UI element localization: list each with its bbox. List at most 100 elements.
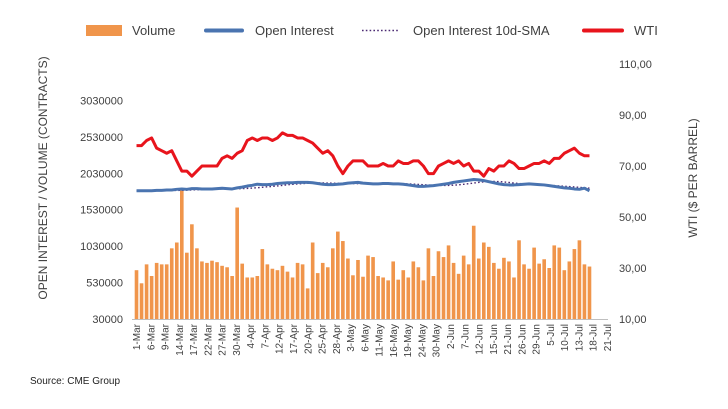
volume-bar	[537, 263, 541, 319]
volume-bar	[235, 207, 239, 319]
y-right-tick-label: 30,00	[619, 263, 647, 275]
volume-bar	[190, 224, 194, 319]
volume-bar	[144, 264, 149, 319]
volume-bar	[174, 242, 179, 319]
y-left-tick-label: 1030000	[80, 241, 123, 253]
x-tick-label: 30-Mar	[232, 323, 243, 355]
volume-bar	[240, 263, 245, 319]
volume-bar	[431, 276, 436, 319]
volume-bar	[295, 262, 300, 319]
volume-bar	[300, 264, 305, 319]
source-note: Source: CME Group	[30, 376, 120, 387]
volume-bar	[476, 258, 481, 319]
x-tick-label: 6-Mar	[146, 323, 157, 350]
volume-bar	[260, 249, 265, 319]
volume-bar	[527, 268, 531, 319]
x-tick-label: 12-Jun	[475, 324, 486, 355]
x-tick-label: 22-Mar	[203, 323, 214, 355]
legend-label-open-interest-sma: Open Interest 10d-SMA	[413, 23, 550, 38]
volume-bar	[169, 248, 174, 319]
volume-bar	[461, 255, 466, 319]
volume-bar	[481, 242, 486, 319]
volume-bar	[215, 262, 219, 319]
x-tick-label: 12-Apr	[275, 323, 286, 354]
y-left-tick-label: 1530000	[80, 205, 123, 217]
volume-bar	[290, 277, 295, 319]
volume-bar	[587, 266, 592, 319]
x-tick-label: 25-Apr	[318, 323, 329, 354]
y-left-tick-label: 3030000	[80, 95, 123, 107]
volume-bar	[401, 270, 406, 319]
volume-bar	[285, 271, 290, 319]
y-right-tick-label: 50,00	[619, 212, 647, 224]
volume-bar	[512, 277, 516, 319]
x-tick-label: 16-May	[389, 324, 400, 357]
volume-bar	[471, 225, 476, 319]
volume-bar	[567, 261, 572, 319]
volume-bar	[386, 280, 390, 319]
x-tick-label: 27-Mar	[218, 323, 229, 355]
volume-bar	[255, 276, 260, 319]
x-tick-label: 21-Jul	[603, 324, 614, 351]
x-tick-label: 24-May	[417, 324, 428, 357]
volume-bar	[376, 276, 380, 319]
series-lines	[136, 131, 591, 193]
volume-bar	[265, 264, 270, 319]
volume-bar	[416, 267, 421, 319]
x-tick-label: 17-Apr	[289, 323, 300, 354]
volume-bar	[164, 264, 169, 319]
volume-bar	[577, 240, 582, 319]
y-axis-left-title: OPEN INTEREST / VOLUME (CONTRACTS)	[36, 56, 50, 299]
wti-line	[136, 131, 590, 178]
y-right-tick-label: 110,00	[619, 59, 652, 71]
volume-bar	[406, 277, 411, 319]
volume-bar	[557, 247, 562, 319]
volume-bar	[582, 264, 587, 319]
volume-bar	[341, 241, 345, 319]
y-axis-right-title: WTI ($ PER BARREL)	[686, 118, 700, 237]
volume-bar	[396, 279, 401, 319]
volume-bar	[320, 262, 325, 319]
volume-bar	[487, 246, 491, 319]
y-left-tick-label: 2530000	[80, 132, 123, 144]
volume-bar	[245, 277, 250, 319]
x-tick-label: 11-May	[375, 324, 386, 357]
x-tick-label: 4-Apr	[246, 323, 257, 348]
volume-bar	[159, 264, 164, 319]
volume-bar	[230, 276, 234, 319]
x-tick-label: 21-Jun	[503, 324, 514, 355]
volume-bar	[310, 242, 315, 319]
volume-bar	[542, 259, 546, 319]
legend-label-volume: Volume	[132, 23, 175, 38]
volume-bar	[330, 248, 335, 319]
x-tick-label: 30-May	[432, 324, 443, 357]
volume-bar	[315, 273, 320, 319]
x-tick-label: 28-Apr	[332, 323, 343, 354]
volume-bar	[572, 249, 577, 319]
volume-bar	[436, 251, 441, 319]
chart-legend: Volume Open Interest Open Interest 10d-S…	[86, 23, 658, 38]
volume-bar	[205, 262, 209, 319]
y-axis-left-ticks: 30000 530000 1030000 1530000 2030000 2530000 3…	[80, 95, 123, 326]
volume-bar	[210, 260, 214, 319]
volume-bar	[185, 252, 189, 319]
volume-bar	[426, 248, 431, 319]
volume-bar	[502, 257, 506, 319]
x-tick-label: 14-Mar	[175, 323, 186, 355]
volume-bar	[275, 270, 280, 319]
volume-bar	[371, 257, 375, 319]
volume-bar	[139, 283, 144, 319]
y-left-tick-label: 530000	[86, 278, 123, 290]
volume-bar	[200, 261, 204, 319]
x-tick-label: 18-Jul	[589, 324, 600, 351]
volume-bar	[336, 231, 340, 319]
x-tick-label: 20-Apr	[303, 323, 314, 354]
volume-bar	[466, 264, 471, 319]
volume-bar	[552, 245, 557, 319]
open-interest-line	[136, 177, 591, 193]
volume-bar	[325, 267, 330, 319]
x-axis-ticks: 1-Mar 6-Mar 9-Mar 14-Mar 17-Mar 22-Mar 27-Mar 3…	[132, 323, 614, 357]
volume-bar	[225, 267, 229, 319]
y-right-tick-label: 70,00	[619, 161, 647, 173]
